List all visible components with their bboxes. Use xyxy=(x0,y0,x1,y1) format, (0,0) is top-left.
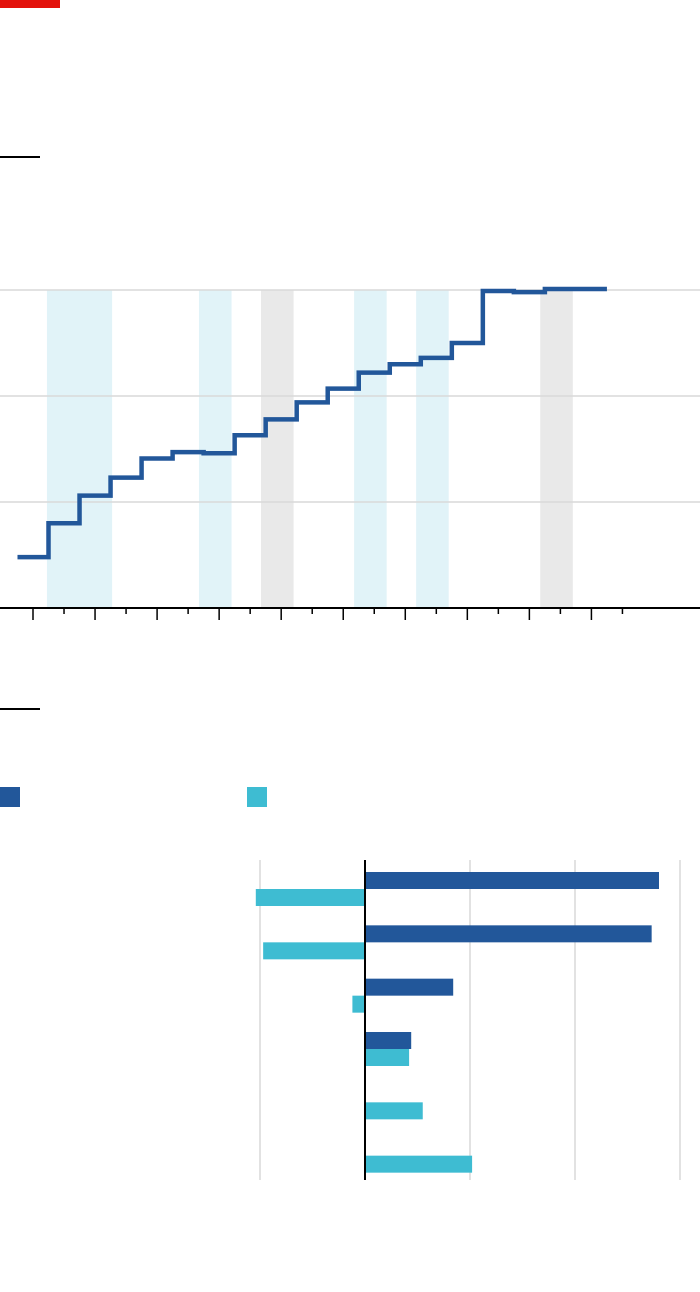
bar-series-2-row-3 xyxy=(352,995,365,1013)
step-line-chart xyxy=(0,286,700,620)
bar-series-2-row-1 xyxy=(255,889,365,906)
shaded-period-3 xyxy=(261,290,294,608)
chart-2-header-rule xyxy=(0,708,40,710)
bar-series-2-row-2 xyxy=(263,942,365,960)
step-series-line xyxy=(17,286,607,560)
bar-series-2-row-4 xyxy=(365,1049,410,1066)
bar-series-2-row-6 xyxy=(365,1155,473,1173)
bar-series-2-row-5 xyxy=(365,1102,423,1120)
bar-series-1-row-1 xyxy=(365,872,659,889)
shaded-period-1 xyxy=(46,290,113,608)
chart-1-header-rule xyxy=(0,156,40,158)
bar-series-1-row-3 xyxy=(365,978,454,996)
shaded-period-5 xyxy=(416,290,449,608)
bar-series-1-row-4 xyxy=(365,1032,412,1049)
shaded-period-4 xyxy=(354,290,387,608)
brand-bar xyxy=(0,0,60,8)
horizontal-bar-chart xyxy=(255,860,681,1180)
bar-series-1-row-2 xyxy=(365,925,652,943)
legend-swatch-series-1 xyxy=(0,787,20,807)
legend-swatch-series-2 xyxy=(247,787,267,807)
shaded-period-2 xyxy=(198,290,232,608)
shaded-period-6 xyxy=(540,290,573,608)
